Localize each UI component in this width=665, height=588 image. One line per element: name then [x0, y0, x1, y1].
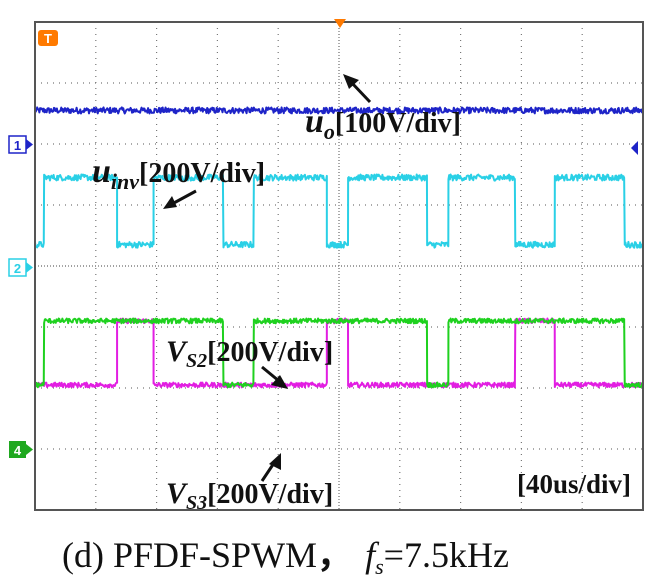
trace-uo [34, 106, 644, 115]
uinv-arrow-head [163, 196, 177, 209]
scope-traces [34, 106, 644, 389]
uo-label: uo[100V/div] [305, 103, 461, 144]
vs3-arrow [260, 462, 276, 482]
vs2-arrow-head [271, 375, 288, 389]
vs3-label: VS3[200V/div] [166, 477, 333, 514]
uo-arrow [349, 80, 372, 104]
uo-arrow-head [343, 74, 359, 89]
timebase-label: [40us/div] [517, 469, 631, 499]
channel-4-marker: 4 [9, 441, 33, 458]
trigger-marker-text: T [44, 31, 52, 46]
channel-4-label: 4 [14, 443, 22, 458]
vs3-arrow-head [269, 453, 281, 470]
level-arrow-icon [631, 141, 638, 155]
uinv-label: uinv[200V/div] [92, 153, 265, 194]
scope-grid [35, 22, 643, 510]
trigger-position-icon [334, 19, 346, 28]
channel-1-label: 1 [14, 138, 21, 153]
annotation-arrows [163, 74, 372, 482]
trace-uinv [34, 173, 644, 249]
figure-caption: (d) PFDF-SPWM， fs=7.5kHz [62, 535, 509, 579]
trace-vs2 [34, 317, 644, 389]
channel-1-marker: 1 [8, 135, 33, 154]
vs2-arrow [261, 365, 280, 383]
vs2-label: VS2[200V/div] [166, 335, 333, 372]
uinv-arrow [171, 189, 197, 206]
channel-2-marker: 2 [8, 258, 33, 277]
channel-2-label: 2 [14, 261, 21, 276]
trigger-marker: T [38, 30, 58, 46]
